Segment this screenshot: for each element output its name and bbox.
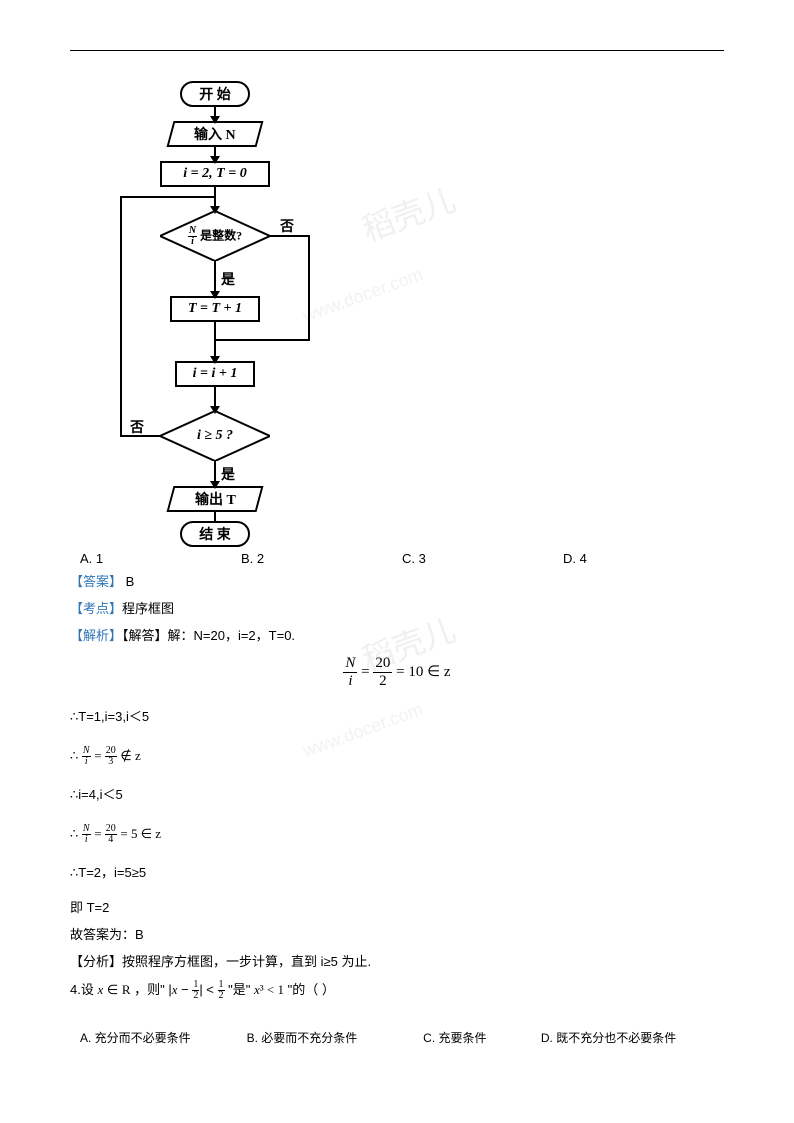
edge <box>214 512 216 521</box>
q4-text: | < <box>199 982 217 997</box>
edge <box>216 339 310 341</box>
node-label: i = 2, T = 0 <box>183 166 246 182</box>
q4-text: ∈ <box>103 982 122 997</box>
topic-line: 【考点】程序框图 <box>70 599 724 620</box>
edge <box>308 235 310 341</box>
q4-text: − <box>177 982 192 997</box>
q4-text: ³ < 1 <box>260 982 284 997</box>
arrow <box>210 356 220 364</box>
q4-option-b: B. 必要而不充分条件 <box>247 1029 424 1046</box>
flow-decision-integer: Ni 是整数? <box>160 211 270 261</box>
q4-text: ，则" | <box>130 982 171 997</box>
option-b: B. 2 <box>241 551 402 566</box>
explanation-lead: 【解析】【解答】解：N=20，i=2，T=0. <box>70 626 724 647</box>
flow-start: 开 始 <box>180 81 250 107</box>
flow-input: 输入 N <box>167 121 264 147</box>
flow-decision-ge5: i ≥ 5 ? <box>160 411 270 461</box>
step-4: ∴ Ni = 204 = 5 ∈ z <box>70 824 724 845</box>
q4-text: "是" <box>225 982 254 997</box>
flow-output: 输出 T <box>167 486 264 512</box>
answer-line: 【答案】 B <box>70 572 724 593</box>
step-text: = 5 ∈ z <box>120 826 161 841</box>
node-label: i = i + 1 <box>193 366 238 382</box>
node-label: 开 始 <box>199 84 231 104</box>
step-text: ∉ z <box>120 748 140 763</box>
arrow <box>210 206 220 214</box>
flow-init: i = 2, T = 0 <box>160 161 270 187</box>
step-7: 故答案为：B <box>70 925 724 946</box>
answer-tag: 【答案】 <box>70 574 122 589</box>
q4-option-a: A. 充分而不必要条件 <box>70 1029 247 1046</box>
node-label: 输出 T <box>195 489 236 509</box>
step-text: ∴ <box>70 826 82 841</box>
edge <box>120 196 214 198</box>
expl-tag: 【解析】 <box>70 628 122 643</box>
expl-text: 【解答】解：N=20，i=2，T=0. <box>122 628 295 643</box>
edge-label-no: 否 <box>130 417 144 437</box>
node-label: Ni 是整数? <box>188 226 242 247</box>
step-text: ∴ <box>70 748 82 763</box>
step-5: ∴T=2，i=5≥5 <box>70 863 724 884</box>
node-label: T = T + 1 <box>188 301 242 317</box>
arrow <box>210 291 220 299</box>
analysis-line: 【分析】按照程序方框图，一步计算，直到 i≥5 为止. <box>70 952 724 973</box>
edge-label-yes: 是 <box>221 464 235 484</box>
arrow <box>210 156 220 164</box>
answer-options: A. 1 B. 2 C. 3 D. 4 <box>80 551 724 566</box>
arrow <box>210 481 220 489</box>
step-3: ∴i=4,i＜5 <box>70 785 724 806</box>
option-c: C. 3 <box>402 551 563 566</box>
q4-text: "的（ ） <box>284 982 335 997</box>
question-4: 4.设 x ∈ R ，则" |x − 12| < 12 "是" x³ < 1 "… <box>70 980 724 1001</box>
option-a: A. 1 <box>80 551 241 566</box>
math-centered: Ni = 202 = 10 ∈ z <box>70 656 724 689</box>
q4-text: 4.设 <box>70 982 97 997</box>
flow-inc-t: T = T + 1 <box>170 296 260 322</box>
flow-end: 结 束 <box>180 521 250 547</box>
node-label: 输入 N <box>194 124 236 144</box>
q4-option-d: D. 既不充分也不必要条件 <box>541 1029 724 1046</box>
header-rule <box>70 50 724 51</box>
arrow <box>210 406 220 414</box>
flow-inc-i: i = i + 1 <box>175 361 255 387</box>
step-2: ∴ Ni = 203 ∉ z <box>70 746 724 767</box>
topic-value: 程序框图 <box>122 601 174 616</box>
option-d: D. 4 <box>563 551 724 566</box>
node-label: i ≥ 5 ? <box>197 428 233 444</box>
q4-options: A. 充分而不必要条件 B. 必要而不充分条件 C. 充要条件 D. 既不充分也… <box>70 1029 724 1046</box>
q4-option-c: C. 充要条件 <box>423 1029 541 1046</box>
edge-label-yes: 是 <box>221 269 235 289</box>
step-6: 即 T=2 <box>70 898 724 919</box>
arrow <box>210 116 220 124</box>
step-1: ∴T=1,i=3,i＜5 <box>70 707 724 728</box>
edge-label-no: 否 <box>280 216 294 236</box>
edge <box>120 196 122 437</box>
math-tail: = 10 ∈ z <box>396 664 450 680</box>
answer-value: B <box>122 574 134 589</box>
topic-tag: 【考点】 <box>70 601 122 616</box>
flowchart: 开 始 输入 N i = 2, T = 0 Ni 是整数? T = T + 1 … <box>85 81 315 541</box>
node-label: 结 束 <box>199 524 231 544</box>
